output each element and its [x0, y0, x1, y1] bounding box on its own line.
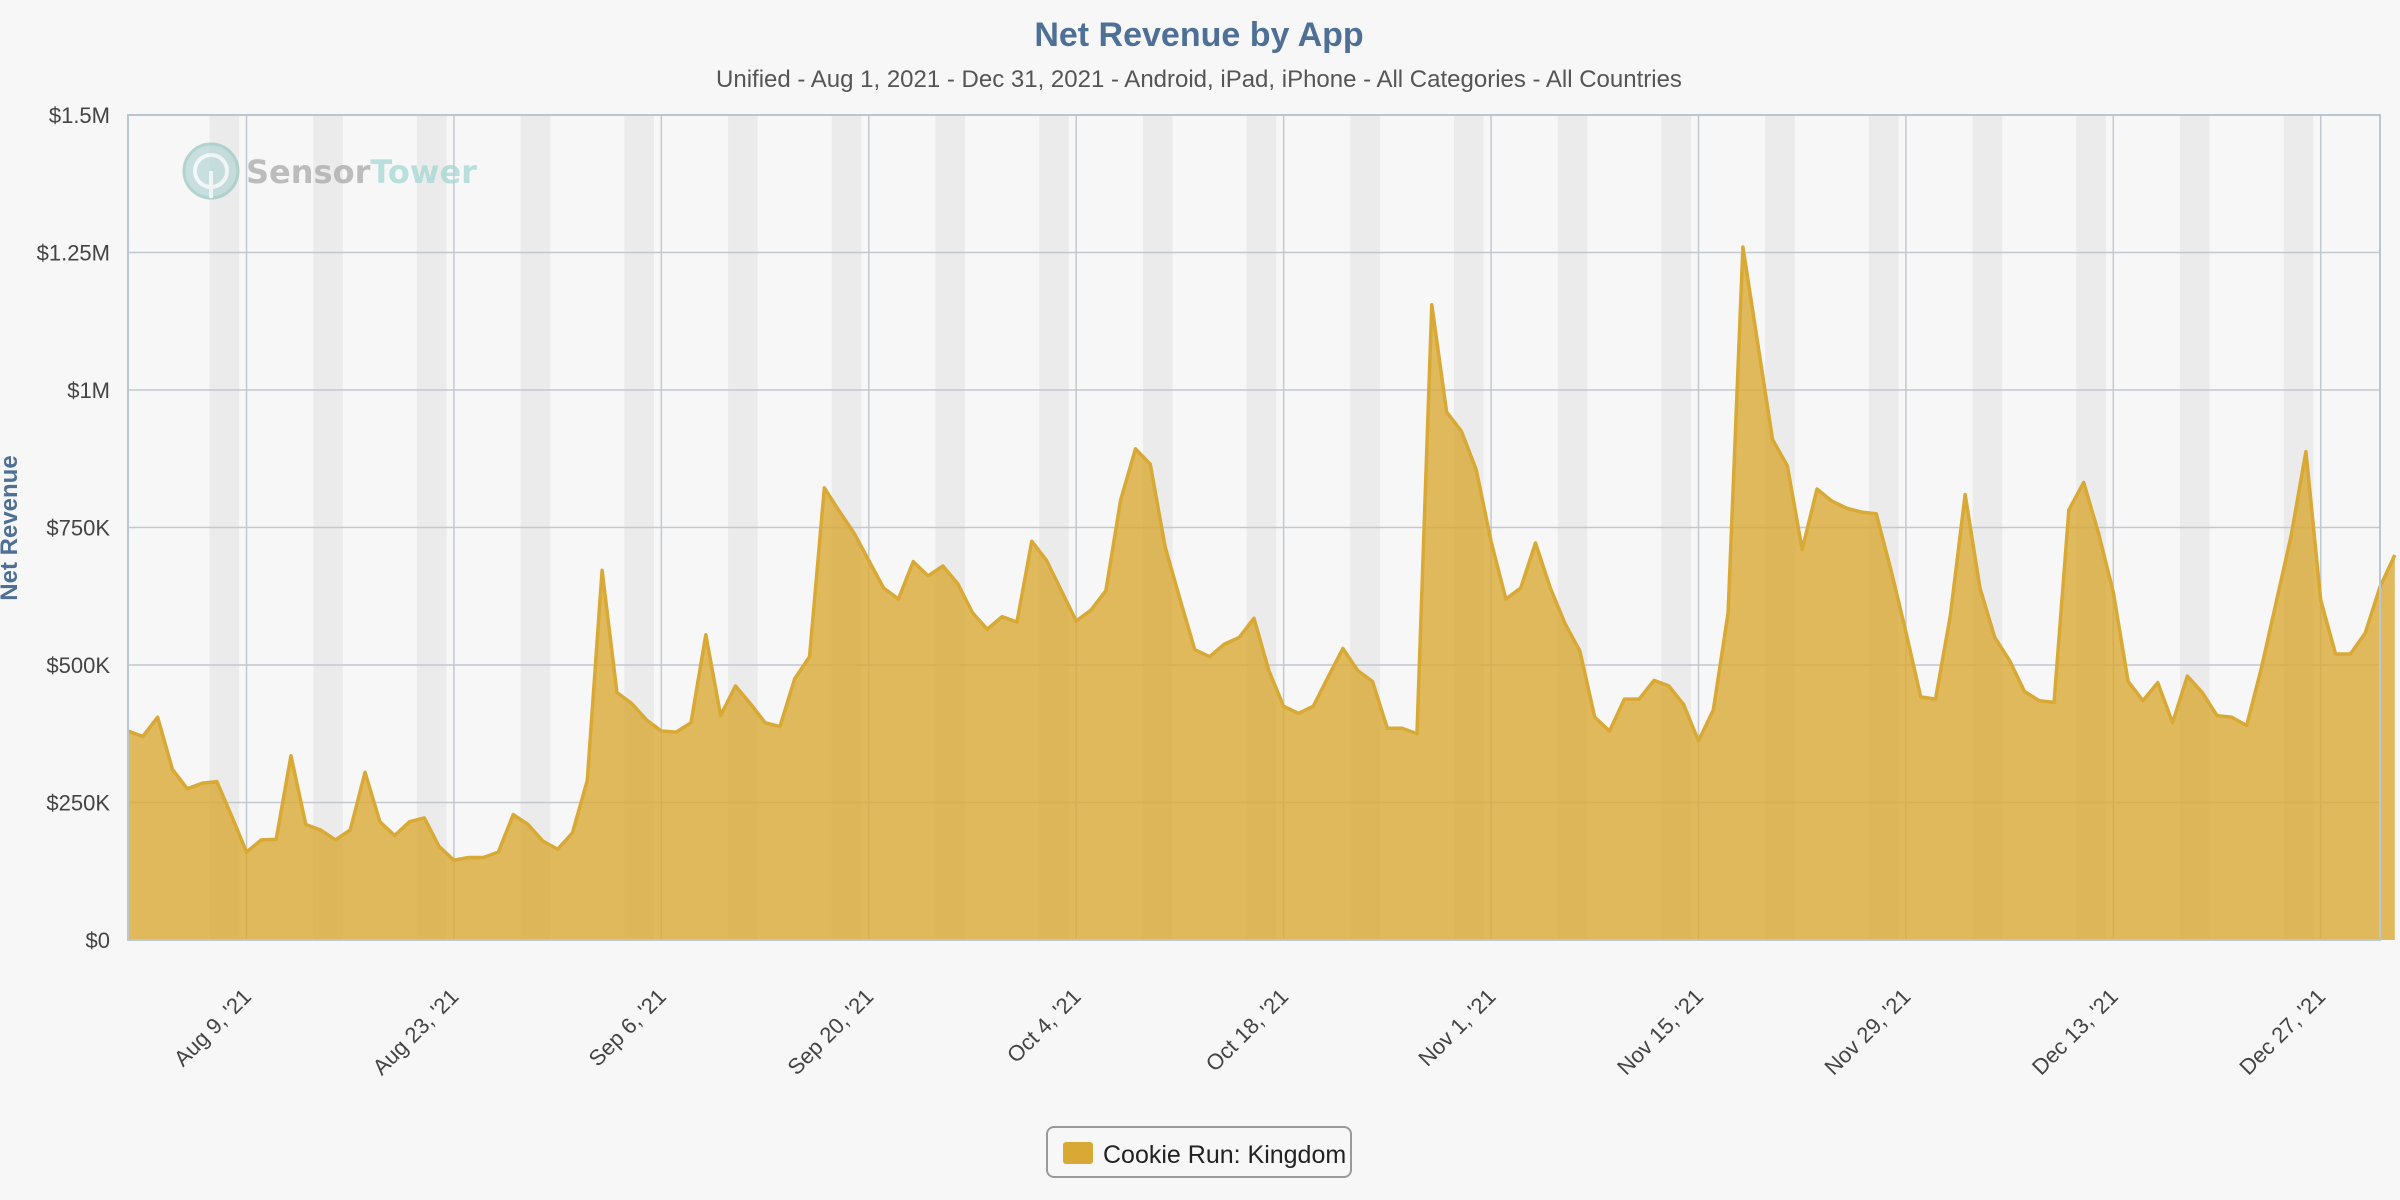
x-tick-label: Dec 27, '21 — [2234, 984, 2330, 1080]
watermark-sensor: Sensor — [246, 153, 371, 191]
legend-swatch — [1063, 1142, 1093, 1164]
y-axis-label: Net Revenue — [0, 455, 23, 600]
y-tick-label: $1M — [67, 378, 110, 403]
x-tick-label: Sep 20, '21 — [782, 984, 878, 1080]
sensortower-watermark: SensorTower — [182, 142, 477, 200]
x-tick-label: Dec 13, '21 — [2027, 984, 2123, 1080]
sensortower-logo-icon — [182, 142, 240, 200]
x-tick-label: Nov 15, '21 — [1612, 984, 1708, 1080]
legend-box — [1046, 1126, 1352, 1178]
series-layer — [127, 245, 2397, 940]
svg-text:SensorTower: SensorTower — [246, 153, 477, 191]
y-tick-label: $500K — [46, 653, 110, 678]
x-tick-label: Nov 1, '21 — [1413, 984, 1500, 1071]
x-tick-label: Nov 29, '21 — [1820, 984, 1916, 1080]
y-tick-label: $0 — [86, 928, 110, 953]
y-tick-label: $750K — [46, 516, 110, 541]
x-axis-ticks: Aug 9, '21 Aug 23, '21 Sep 6, '21 Sep 20, '… — [169, 984, 2330, 1080]
y-tick-label: $250K — [46, 791, 110, 816]
x-tick-label: Aug 23, '21 — [368, 984, 464, 1080]
series-line[interactable] — [127, 245, 2397, 862]
plot-border — [127, 114, 2381, 941]
x-tick-label: Sep 6, '21 — [584, 984, 671, 1071]
legend[interactable]: Cookie Run: Kingdom — [1046, 1126, 1352, 1178]
x-tick-label: Oct 18, '21 — [1201, 984, 1293, 1076]
plot-frame — [127, 114, 2381, 941]
x-tick-label: Oct 4, '21 — [1002, 984, 1086, 1068]
legend-label[interactable]: Cookie Run: Kingdom — [1103, 1141, 1346, 1169]
y-tick-label: $1.25M — [37, 241, 110, 266]
series-area — [128, 247, 2395, 940]
y-tick-label: $1.5M — [49, 103, 110, 128]
x-tick-label: Aug 9, '21 — [169, 984, 256, 1071]
chart-title: Net Revenue by App — [1034, 16, 1363, 54]
y-axis-ticks: $0 $250K $500K $750K $1M $1.25M $1.5M — [37, 103, 111, 953]
chart-subtitle: Unified - Aug 1, 2021 - Dec 31, 2021 - A… — [716, 66, 1682, 93]
watermark-tower: Tower — [370, 153, 477, 191]
